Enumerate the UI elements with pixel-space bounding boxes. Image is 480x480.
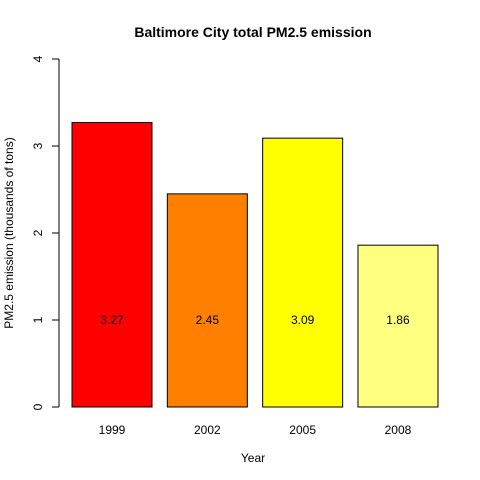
y-axis: 0 1 2 3 4 [31, 55, 60, 410]
y-tick-label-4: 4 [31, 55, 45, 62]
data-labels: 3.27 2.45 3.09 1.86 [100, 313, 410, 327]
bars [71, 122, 439, 408]
bar-2008 [357, 244, 439, 408]
data-label-2008: 1.86 [386, 313, 410, 327]
y-tick-label-2: 2 [31, 229, 45, 236]
y-tick-label-3: 3 [31, 142, 45, 149]
y-axis-title: PM2.5 emission (thousands of tons) [2, 137, 16, 328]
x-axis-title: Year [241, 451, 265, 465]
x-tick-label-2005: 2005 [289, 423, 316, 437]
x-tick-label-2008: 2008 [385, 423, 412, 437]
y-tick-label-0: 0 [31, 403, 45, 410]
bar-2002 [166, 193, 248, 408]
data-label-1999: 3.27 [100, 313, 124, 327]
y-tick-label-1: 1 [31, 316, 45, 323]
chart-title: Baltimore City total PM2.5 emission [134, 24, 371, 40]
x-tick-label-2002: 2002 [194, 423, 221, 437]
data-label-2005: 3.09 [291, 313, 315, 327]
data-label-2002: 2.45 [196, 313, 220, 327]
x-tick-label-1999: 1999 [99, 423, 126, 437]
bar-2005 [262, 137, 344, 408]
x-axis: 1999 2002 2005 2008 [99, 423, 412, 437]
bar-1999 [71, 122, 153, 408]
